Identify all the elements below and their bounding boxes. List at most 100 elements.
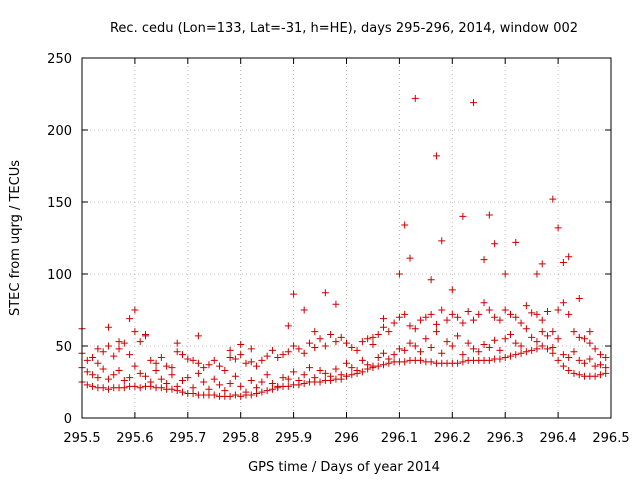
data-point-upper bbox=[380, 323, 388, 331]
data-point-peaks bbox=[290, 290, 298, 298]
data-point-cluster bbox=[380, 349, 388, 357]
data-point-upper bbox=[343, 339, 350, 347]
data-point-cluster bbox=[522, 325, 530, 333]
data-point-upper bbox=[369, 341, 377, 349]
data-point-cluster bbox=[374, 354, 382, 362]
data-point-upper bbox=[89, 354, 97, 362]
data-point-cluster bbox=[120, 377, 128, 385]
data-point-baseline bbox=[570, 369, 578, 377]
y-tick-label: 100 bbox=[47, 268, 72, 283]
data-point-peaks bbox=[395, 270, 403, 278]
data-point-upper bbox=[395, 313, 403, 321]
data-point-upper bbox=[459, 319, 467, 327]
data-point-upper bbox=[443, 316, 451, 324]
data-point-peaks bbox=[247, 345, 255, 353]
data-point-baseline bbox=[358, 368, 366, 376]
data-point-upper bbox=[544, 307, 552, 315]
y-tick-label: 200 bbox=[47, 124, 72, 139]
data-point-baseline bbox=[258, 388, 266, 396]
data-point-peaks bbox=[438, 237, 446, 245]
data-point-upper bbox=[300, 349, 308, 357]
data-point-cluster bbox=[184, 374, 192, 382]
data-point-cluster bbox=[549, 343, 557, 351]
data-point-cluster bbox=[411, 342, 419, 350]
data-point-cluster bbox=[279, 374, 287, 382]
data-point-upper bbox=[438, 306, 446, 314]
data-point-upper bbox=[120, 339, 128, 347]
y-tick-label: 150 bbox=[47, 196, 72, 211]
data-point-cluster bbox=[173, 382, 181, 390]
data-point-upper bbox=[358, 338, 366, 346]
data-point-peaks bbox=[104, 323, 112, 331]
data-point-cluster bbox=[528, 333, 536, 341]
x-tick-labels: 295.5 295.6 295.7 295.8 295.9 296 296.1 296.2 29… bbox=[63, 431, 629, 446]
data-point-cluster bbox=[126, 374, 134, 382]
y-axis-label: STEC from uqrg / TECUs bbox=[8, 160, 23, 316]
data-point-upper bbox=[454, 313, 462, 321]
x-tick-label: 296.3 bbox=[487, 431, 524, 446]
data-point-upper bbox=[311, 343, 319, 351]
data-point-upper bbox=[501, 306, 509, 314]
data-point-cluster bbox=[485, 343, 493, 351]
data-point-cluster bbox=[406, 339, 414, 347]
data-point-peaks bbox=[237, 341, 245, 349]
data-point-upper bbox=[173, 348, 181, 356]
data-point-cluster bbox=[491, 336, 499, 344]
data-point-upper bbox=[247, 358, 255, 366]
data-point-upper bbox=[522, 302, 530, 310]
data-point-baseline bbox=[316, 378, 324, 386]
data-point-upper bbox=[231, 355, 239, 363]
x-tick-label: 295.6 bbox=[116, 431, 153, 446]
data-point-upper bbox=[506, 310, 514, 318]
data-point-upper bbox=[374, 330, 382, 338]
data-point-upper bbox=[475, 310, 483, 318]
data-point-cluster bbox=[554, 335, 562, 343]
data-point-upper bbox=[591, 345, 599, 353]
data-point-peaks bbox=[533, 270, 541, 278]
data-point-baseline bbox=[168, 385, 176, 393]
data-point-baseline bbox=[538, 342, 546, 350]
data-point-upper bbox=[448, 310, 456, 318]
data-point-baseline bbox=[417, 356, 425, 364]
data-point-cluster bbox=[358, 356, 366, 364]
data-point-baseline bbox=[501, 354, 509, 362]
data-point-cluster bbox=[538, 328, 546, 336]
data-point-peaks bbox=[131, 306, 139, 314]
data-point-peaks bbox=[485, 211, 493, 219]
data-point-baseline bbox=[247, 391, 255, 399]
data-point-upper bbox=[152, 359, 160, 367]
data-point-baseline bbox=[263, 387, 271, 395]
data-point-peaks bbox=[432, 152, 440, 160]
data-point-upper bbox=[327, 330, 335, 338]
data-point-cluster bbox=[226, 379, 234, 387]
data-point-upper bbox=[570, 328, 578, 336]
data-point-cluster bbox=[512, 339, 520, 347]
data-point-peaks bbox=[559, 258, 567, 266]
data-point-baseline bbox=[401, 358, 409, 366]
data-point-upper bbox=[464, 307, 472, 315]
data-point-cluster bbox=[427, 343, 435, 351]
data-point-baseline bbox=[459, 358, 467, 366]
data-point-baseline bbox=[533, 345, 541, 353]
data-point-upper bbox=[126, 351, 134, 359]
data-point-baseline bbox=[596, 371, 604, 379]
data-point-cluster bbox=[83, 368, 91, 376]
data-point-peaks bbox=[115, 338, 123, 346]
data-point-upper bbox=[268, 346, 276, 354]
data-point-upper bbox=[210, 356, 218, 364]
data-point-upper bbox=[258, 356, 266, 364]
data-point-cluster bbox=[438, 349, 446, 357]
data-point-cluster bbox=[89, 371, 97, 379]
data-point-cluster bbox=[337, 371, 345, 379]
x-tick-label: 295.9 bbox=[275, 431, 312, 446]
data-point-baseline bbox=[517, 349, 525, 357]
data-point-peaks bbox=[380, 315, 388, 323]
data-point-cluster bbox=[210, 375, 218, 383]
data-point-upper bbox=[279, 351, 287, 359]
data-point-baseline bbox=[226, 392, 234, 400]
data-point-baseline bbox=[300, 379, 308, 387]
data-point-cluster bbox=[332, 365, 340, 373]
data-point-cluster bbox=[99, 365, 107, 373]
data-point-cluster bbox=[110, 371, 118, 379]
